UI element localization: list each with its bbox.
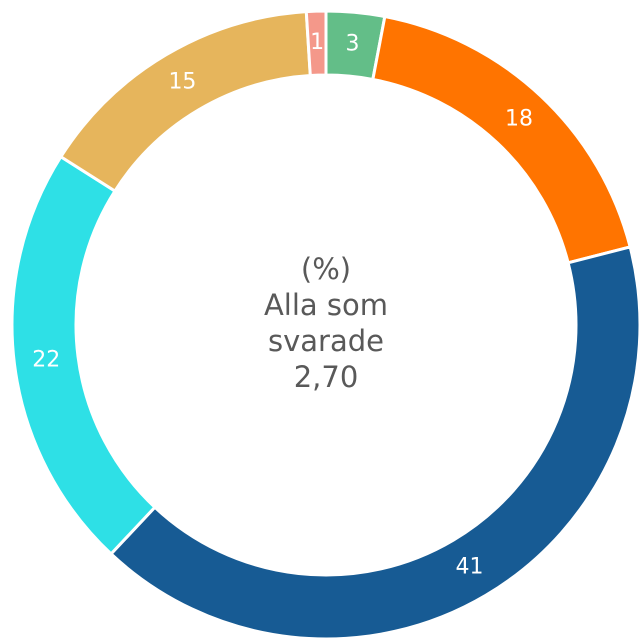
value-label: 3: [346, 31, 360, 56]
value-label: 18: [505, 106, 533, 131]
donut-slice: [58, 10, 312, 194]
value-label: 15: [168, 69, 196, 94]
center-text: 2,70: [294, 360, 359, 394]
center-text: svarade: [268, 324, 384, 358]
donut-slice: [371, 14, 632, 265]
donut-slice: [304, 9, 328, 78]
center-text: Alla som: [264, 288, 388, 322]
value-label: 22: [32, 347, 60, 372]
value-label: 1: [310, 30, 324, 55]
donut-slice: [108, 245, 639, 640]
center-text: (%): [301, 252, 351, 286]
value-label: 41: [456, 555, 484, 580]
